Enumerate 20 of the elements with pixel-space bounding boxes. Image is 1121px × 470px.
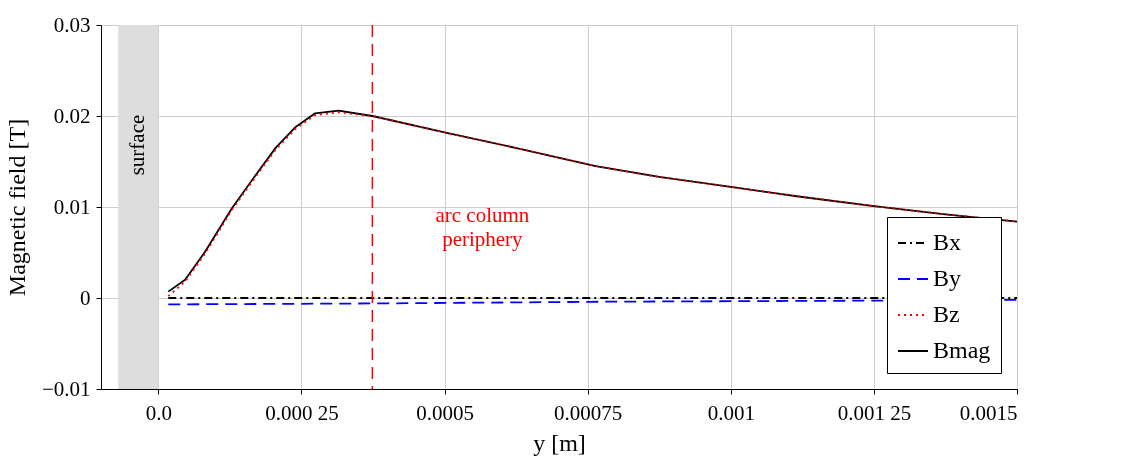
- x-tick-label: 0.000 25: [265, 400, 339, 425]
- x-tick-label: 0.00075: [554, 400, 623, 425]
- y-tick-label: −0.01: [41, 376, 91, 401]
- x-axis-title: y [m]: [533, 429, 586, 456]
- y-tick-label: 0.01: [53, 194, 91, 219]
- y-tick-label: 0: [80, 285, 91, 310]
- legend-label: Bz: [933, 301, 960, 327]
- legend-label: Bmag: [933, 337, 991, 363]
- x-tick-label: 0.001 25: [837, 400, 912, 425]
- x-tick-label: 0.0015: [959, 400, 1018, 425]
- y-tick-label: 0.03: [53, 12, 91, 37]
- ref-line-label: arc column periphery: [435, 203, 530, 251]
- x-tick-label: 0.001: [707, 400, 755, 425]
- legend-label: Bx: [933, 229, 962, 255]
- x-tick-label: 0.0005: [416, 400, 474, 425]
- x-tick-label: 0.0: [145, 400, 172, 425]
- y-tick-label: 0.02: [53, 103, 91, 128]
- legend-label: By: [933, 265, 962, 291]
- y-axis-title: Magnetic field [T]: [3, 118, 30, 297]
- band-label: surface: [125, 114, 150, 176]
